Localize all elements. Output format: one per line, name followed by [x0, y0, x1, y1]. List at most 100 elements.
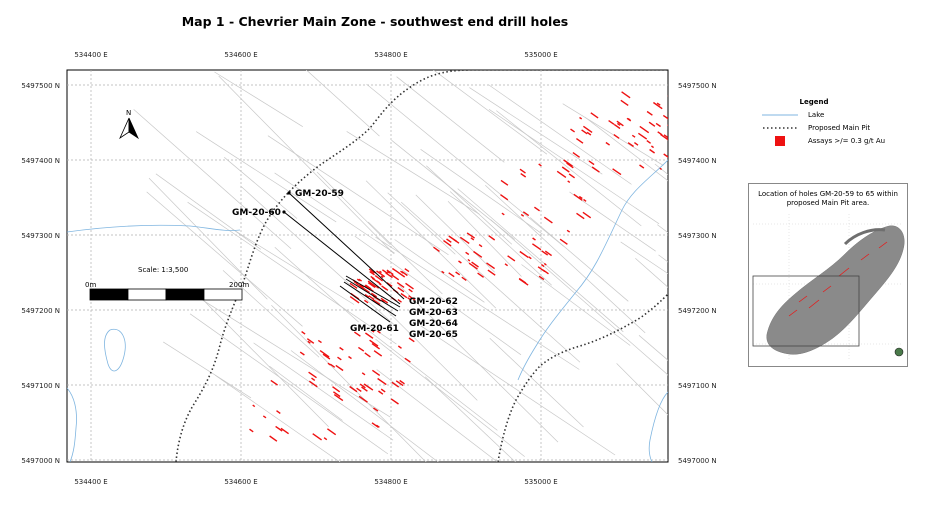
assay-interval: [608, 120, 615, 125]
assay-interval: [468, 262, 478, 270]
historic-drill-trace: [584, 116, 668, 182]
assay-interval: [392, 267, 397, 272]
assay-interval: [323, 437, 328, 441]
assay-interval: [532, 243, 542, 251]
assay-interval: [519, 168, 526, 174]
hole-label-gm-20-61: GM-20-61: [350, 324, 399, 334]
assay-interval: [646, 140, 652, 144]
assay-interval: [361, 386, 368, 392]
assay-interval: [307, 340, 311, 344]
historic-drill-trace: [398, 284, 559, 443]
historic-drill-trace: [487, 84, 632, 185]
assay-interval: [522, 211, 530, 217]
assay-interval: [364, 294, 370, 298]
scale-bar: Scale: 1:3,500 0m 200m: [85, 266, 249, 301]
assay-interval: [373, 350, 383, 357]
assay-interval: [652, 101, 663, 110]
assay-interval: [329, 363, 336, 368]
assay-interval: [349, 296, 360, 304]
historic-drill-trace: [433, 70, 548, 155]
assay-interval: [563, 159, 573, 167]
historic-drill-trace: [189, 313, 389, 455]
assay-interval: [639, 125, 650, 134]
historic-drill-trace: [376, 369, 499, 462]
assay-interval: [467, 258, 471, 262]
assay-interval: [646, 110, 653, 116]
historic-drill-trace: [215, 375, 341, 462]
historic-drill-trace: [400, 201, 581, 363]
inset-title: Location of holes GM-20-59 to 65 within …: [758, 190, 898, 207]
hole-label-gm-20-63: GM-20-63: [409, 308, 458, 318]
assay-interval: [377, 330, 381, 334]
assay-interval: [381, 285, 389, 291]
historic-drill-trace: [231, 228, 355, 305]
northing-tick-right: 5497400 N: [678, 157, 717, 165]
assay-interval: [605, 141, 611, 146]
assay-interval: [358, 278, 362, 282]
assay-interval: [353, 280, 359, 285]
easting-tick-top: 534400 E: [74, 51, 107, 59]
assay-interval: [477, 272, 485, 278]
historic-drill-trace: [387, 192, 456, 255]
assay-interval: [371, 329, 375, 333]
assay-interval: [504, 263, 509, 267]
assay-interval: [395, 380, 404, 387]
inset-logo-icon: [894, 347, 904, 357]
assay-interval: [507, 255, 516, 262]
historic-drill-trace: [224, 157, 298, 219]
proposed-main-pit-outline: [175, 70, 668, 462]
assay-interval: [650, 145, 655, 149]
assay-interval: [358, 395, 368, 403]
lake-line-icon: [762, 114, 798, 116]
assay-interval: [380, 297, 389, 304]
assay-interval: [368, 268, 376, 274]
assay-interval: [391, 274, 400, 281]
assay-interval: [612, 168, 622, 176]
assay-interval: [308, 371, 317, 379]
northing-tick-right: 5497200 N: [678, 307, 717, 315]
historic-drill-trace: [375, 338, 525, 457]
assay-interval: [386, 270, 391, 274]
assay-interval: [570, 128, 575, 133]
assay-interval: [371, 369, 381, 376]
assay-interval: [408, 337, 415, 343]
assay-interval: [500, 179, 509, 186]
historic-drill-trace: [420, 149, 543, 235]
assay-interval: [581, 129, 588, 135]
historic-drill-trace: [194, 291, 329, 428]
assay-interval: [386, 269, 394, 276]
assay-interval: [534, 206, 540, 212]
assay-interval: [379, 270, 382, 274]
historic-drill-trace: [426, 165, 513, 245]
assay-interval: [667, 95, 668, 97]
hole-label-gm-20-62: GM-20-62: [409, 297, 458, 307]
assay-interval: [518, 277, 527, 284]
assay-interval: [407, 297, 412, 301]
assay-interval: [396, 282, 405, 288]
assay-interval: [541, 250, 549, 256]
assay-interval: [364, 299, 369, 304]
assay-interval: [568, 173, 576, 179]
assay-interval: [470, 237, 475, 241]
historic-drill-trace: [367, 221, 443, 295]
easting-tick-top: 534600 E: [224, 51, 257, 59]
historic-drill-trace: [163, 341, 252, 399]
assay-interval: [566, 229, 571, 233]
north-arrow-label: N: [126, 109, 131, 117]
northing-tick-left: 5497100 N: [21, 382, 60, 390]
assay-interval: [371, 277, 382, 285]
assay-interval: [461, 276, 467, 281]
assay-interval: [465, 251, 470, 256]
assay-interval: [397, 345, 402, 349]
historic-drill-trace: [496, 110, 642, 227]
assay-interval: [446, 238, 452, 243]
easting-labels-top: 534400 E 534600 E 534800 E 535000 E: [74, 51, 557, 59]
assay-interval: [308, 380, 318, 388]
assay-interval: [488, 235, 496, 241]
assay-interval: [667, 124, 668, 127]
historic-drill-trace: [616, 363, 668, 416]
assay-interval: [372, 298, 381, 306]
inset-pit-ridge: [843, 228, 886, 246]
assay-interval: [369, 270, 375, 276]
inset-assays: [788, 241, 888, 317]
